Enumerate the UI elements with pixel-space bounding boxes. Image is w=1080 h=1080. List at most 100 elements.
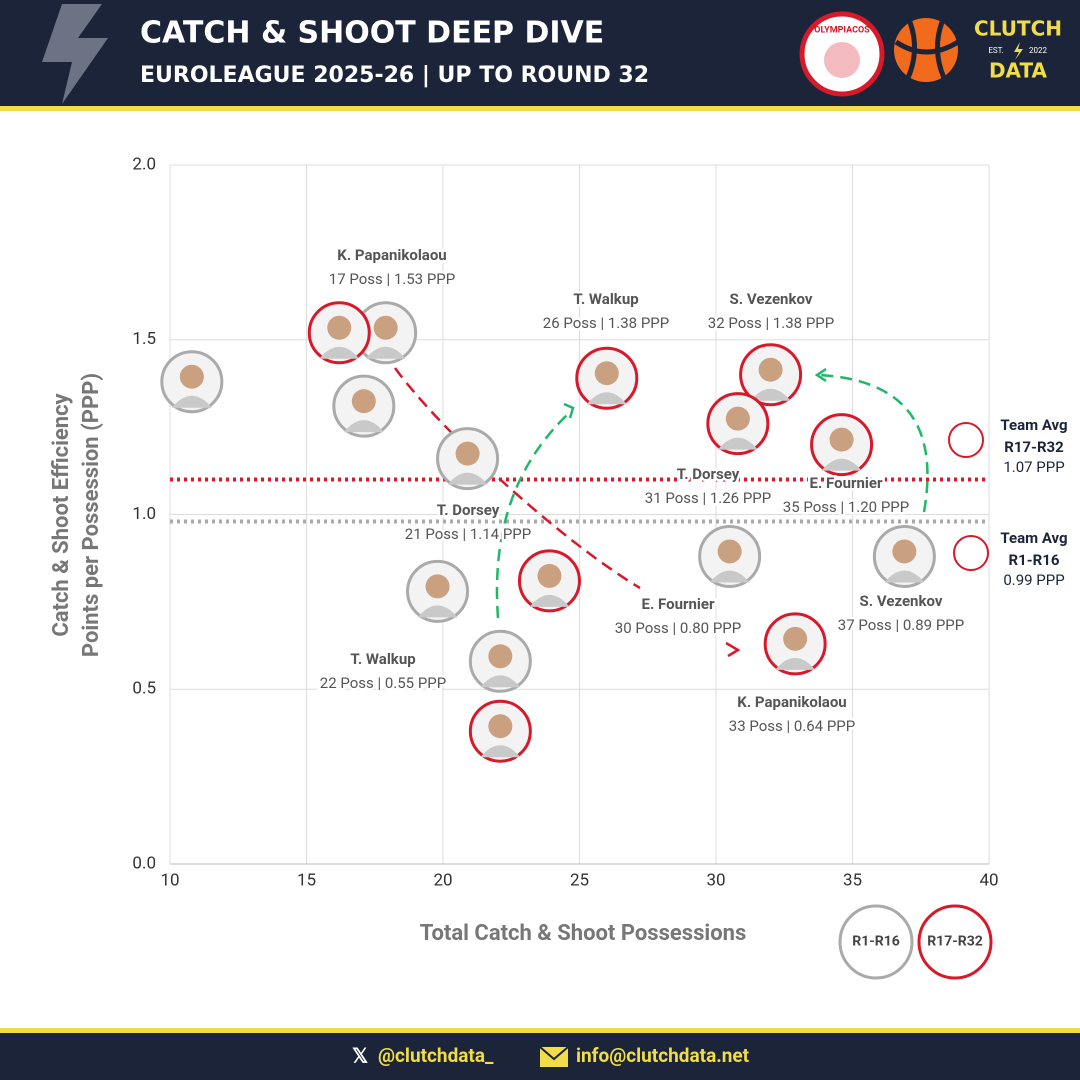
legend-label: R1-R16 <box>852 934 900 950</box>
player-head <box>725 406 750 431</box>
player-head <box>758 357 783 382</box>
team-avg-icon <box>953 535 989 571</box>
player-shoulders <box>529 594 570 607</box>
arrow-head <box>563 402 575 419</box>
annotation-player: S. Vezenkov <box>860 592 943 610</box>
player-shoulders <box>821 458 862 471</box>
player-head <box>373 315 398 340</box>
footer-email: info@clutchdata.net <box>576 1044 750 1067</box>
brand-top: CLUTCH <box>974 17 1062 41</box>
annotation-stats: 33 Poss | 0.64 PPP <box>729 717 855 735</box>
trend-arrow <box>495 411 571 619</box>
brand-year: 2022 <box>1029 46 1047 55</box>
team-avg-period: R1-R16 <box>1009 551 1060 569</box>
annotation-stats: 30 Poss | 0.80 PPP <box>615 619 741 637</box>
league-logo-lines <box>894 21 960 79</box>
footer-stripe <box>0 1028 1080 1033</box>
annotation-player: T. Walkup <box>350 650 415 668</box>
team-avg-value: 1.07 PPP <box>1003 458 1064 476</box>
annotation-stats: 22 Poss | 0.55 PPP <box>320 674 446 692</box>
player-head <box>594 361 619 386</box>
player-shoulders <box>586 392 627 405</box>
team-avg-icon <box>948 422 984 458</box>
player-head <box>488 714 513 739</box>
team-avg-title: Team Avg <box>1000 529 1067 547</box>
x-tick-label: 10 <box>160 870 179 890</box>
player-shoulders <box>365 346 406 359</box>
legend-label: R17-R32 <box>927 934 983 950</box>
y-tick-label: 1.0 <box>132 504 156 524</box>
subtitle: EUROLEAGUE 2025-26 | UP TO ROUND 32 <box>140 63 649 88</box>
title: CATCH & SHOOT DEEP DIVE <box>140 16 604 51</box>
header-stripe <box>0 106 1080 111</box>
team-avg-title: Team Avg <box>1000 416 1067 434</box>
player-shoulders <box>884 570 925 583</box>
player-shoulders <box>319 346 360 359</box>
brand-bottom: DATA <box>989 59 1048 83</box>
team-logo <box>799 11 885 97</box>
annotation-player: E. Fournier <box>810 474 883 492</box>
mail-flap <box>539 1046 569 1061</box>
player-shoulders <box>717 437 758 450</box>
x-tick-label: 30 <box>706 870 725 890</box>
annotation-stats: 35 Poss | 1.20 PPP <box>783 498 909 516</box>
y-axis-title: Points per Possession (PPP) <box>79 373 104 657</box>
footer-handle: @clutchdata_ <box>378 1044 494 1067</box>
plot: 10 15 20 25 30 35 40 0.0 0.5 1.0 1.5 2.0 Total Catch… <box>49 154 1068 980</box>
annotation-player: K. Papanikolaou <box>737 693 846 711</box>
x-tick-label: 40 <box>979 870 998 890</box>
annotation-stats: 31 Poss | 1.26 PPP <box>645 489 771 507</box>
annotation-player: T. Dorsey <box>677 465 740 483</box>
x-logo: 𝕏 <box>352 1043 368 1067</box>
y-tick-label: 0.5 <box>132 679 156 699</box>
player-shoulders <box>171 395 212 408</box>
annotation-player: E. Fournier <box>642 595 715 613</box>
trend-arrow <box>393 367 641 590</box>
player-head <box>829 427 854 452</box>
y-tick-label: 0.0 <box>132 853 156 873</box>
y-tick-label: 1.5 <box>132 329 156 349</box>
player-head <box>179 364 204 389</box>
brand-est: EST. <box>988 46 1003 55</box>
annotation-player: T. Dorsey <box>437 501 500 519</box>
player-head <box>327 315 352 340</box>
x-tick-label: 20 <box>433 870 452 890</box>
player-head <box>488 644 513 669</box>
x-tick-label: 15 <box>297 870 316 890</box>
team-avg-period: R17-R32 <box>1004 438 1064 456</box>
team-logo-text: OLYMPIACOS <box>814 25 870 35</box>
trend-arrow <box>819 373 929 513</box>
arrow-head <box>725 641 741 658</box>
player-head <box>455 441 480 466</box>
arrow-head <box>814 367 827 383</box>
x-tick-label: 35 <box>843 870 862 890</box>
team-crest <box>824 42 860 78</box>
x-tick-label: 25 <box>570 870 589 890</box>
bolt-icon <box>42 4 108 104</box>
legend-marker <box>917 904 993 980</box>
player-shoulders <box>343 420 384 433</box>
annotation-player: K. Papanikolaou <box>337 246 446 264</box>
player-head <box>351 389 376 414</box>
team-avg-value: 0.99 PPP <box>1003 571 1064 589</box>
annotation-stats: 21 Poss | 1.14 PPP <box>405 525 531 543</box>
player-shoulders <box>480 745 521 758</box>
annotation-player: S. Vezenkov <box>730 290 813 308</box>
player-head <box>425 574 450 599</box>
player-head <box>717 539 742 564</box>
brand-bolt <box>1014 42 1023 60</box>
annotation-stats: 37 Poss | 0.89 PPP <box>838 616 964 634</box>
player-shoulders <box>480 675 521 688</box>
player-shoulders <box>417 605 458 618</box>
annotation-stats: 32 Poss | 1.38 PPP <box>708 314 834 332</box>
annotation-stats: 17 Poss | 1.53 PPP <box>329 270 455 288</box>
y-axis-title: Catch & Shoot Efficiency <box>49 392 74 636</box>
player-head <box>892 539 917 564</box>
player-shoulders <box>709 570 750 583</box>
annotation-player: T. Walkup <box>573 290 638 308</box>
x-axis-title: Total Catch & Shoot Possessions <box>420 921 747 946</box>
legend-marker <box>838 904 914 980</box>
player-head <box>783 626 808 651</box>
y-tick-label: 2.0 <box>132 154 156 174</box>
